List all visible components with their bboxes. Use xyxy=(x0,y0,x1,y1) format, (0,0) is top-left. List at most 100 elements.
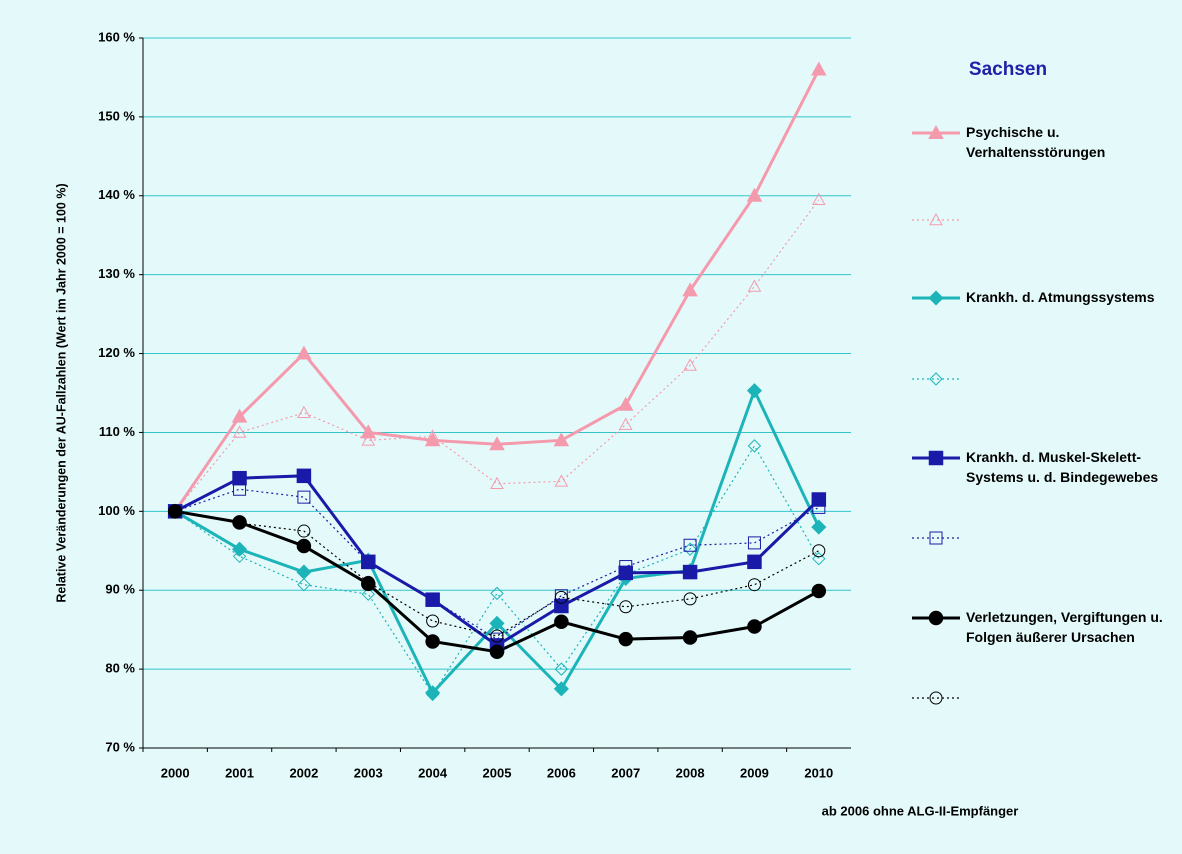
legend-marker xyxy=(928,610,944,626)
data-point xyxy=(618,631,633,647)
y-tick-label: 150 % xyxy=(98,108,135,123)
data-point xyxy=(811,519,827,535)
data-point xyxy=(553,681,569,697)
data-point xyxy=(232,549,247,564)
data-point xyxy=(231,408,248,423)
data-point xyxy=(425,687,440,702)
data-point xyxy=(811,61,827,76)
x-tick-label: 2007 xyxy=(611,765,640,780)
data-point xyxy=(747,554,762,570)
data-point xyxy=(297,577,311,592)
data-point xyxy=(747,439,762,453)
y-tick-label: 130 % xyxy=(98,266,135,281)
series-line xyxy=(175,510,820,637)
data-point xyxy=(297,490,311,504)
data-point xyxy=(168,504,182,518)
data-point xyxy=(746,383,763,399)
y-tick-label: 120 % xyxy=(98,345,135,360)
data-point xyxy=(553,432,570,447)
data-point xyxy=(682,630,698,645)
data-point xyxy=(554,662,569,676)
data-point xyxy=(233,516,247,530)
data-point xyxy=(747,536,761,550)
data-point xyxy=(490,476,504,490)
y-tick-label: 80 % xyxy=(105,661,135,676)
data-point xyxy=(296,538,312,554)
data-point xyxy=(683,592,697,606)
y-tick-label: 160 % xyxy=(98,29,135,44)
data-point xyxy=(489,644,505,660)
x-tick-label: 2004 xyxy=(418,765,448,780)
x-tick-label: 2008 xyxy=(676,765,705,780)
legend-marker xyxy=(929,531,943,545)
data-point xyxy=(619,560,633,574)
data-point xyxy=(426,593,440,607)
data-point xyxy=(683,538,697,552)
data-point xyxy=(811,192,826,206)
data-point xyxy=(618,417,633,430)
data-point xyxy=(360,424,377,439)
data-point xyxy=(619,600,633,614)
x-tick-label: 2002 xyxy=(289,765,318,780)
legend-marker xyxy=(928,124,944,139)
data-point xyxy=(296,468,312,484)
x-tick-label: 2005 xyxy=(483,765,512,780)
x-tick-label: 2010 xyxy=(804,765,833,780)
data-point xyxy=(426,614,440,628)
series-line xyxy=(174,199,820,512)
y-tick-label: 110 % xyxy=(99,424,136,439)
data-point xyxy=(425,685,441,701)
data-point xyxy=(747,578,761,592)
data-point xyxy=(361,556,375,570)
legend-label: Psychische u. Verhaltensstörungen xyxy=(966,124,1106,160)
data-point xyxy=(554,614,569,630)
data-point xyxy=(554,590,568,604)
y-tick-label: 100 % xyxy=(98,503,135,518)
legend-entry: Krankh. d. Muskel-Skelett-Systems u. d. … xyxy=(966,449,1158,485)
data-point xyxy=(425,429,440,442)
chart-title: Sachsen xyxy=(969,59,1047,80)
legend-entry: Psychische u. Verhaltensstörungen xyxy=(966,124,1106,160)
legend-marker xyxy=(928,290,944,306)
data-point xyxy=(232,425,247,438)
legend-label: Krankh. d. Atmungssystems xyxy=(966,289,1155,305)
legend-marker xyxy=(929,212,943,226)
data-point xyxy=(361,575,375,589)
data-point xyxy=(554,474,569,487)
data-point xyxy=(747,619,762,634)
data-point xyxy=(361,433,376,446)
y-tick-label: 70 % xyxy=(105,739,135,754)
data-point xyxy=(811,492,827,507)
data-point xyxy=(682,564,698,580)
data-point xyxy=(812,500,826,514)
data-point xyxy=(490,586,504,601)
data-point xyxy=(490,629,504,643)
y-tick-label: 140 % xyxy=(98,187,135,202)
data-point xyxy=(424,432,441,447)
data-point xyxy=(233,482,247,496)
data-point xyxy=(811,583,827,599)
series-line xyxy=(174,444,820,696)
legend-marker xyxy=(929,372,943,386)
series-line xyxy=(174,488,820,640)
legend-marker xyxy=(929,691,943,705)
data-point xyxy=(232,470,247,486)
data-point xyxy=(297,405,311,419)
data-point xyxy=(361,587,375,601)
legend-label: Verletzungen, Vergiftungen u. Folgen äuß… xyxy=(966,609,1163,645)
data-point xyxy=(617,396,634,411)
data-point xyxy=(812,544,826,558)
x-tick-label: 2006 xyxy=(547,765,576,780)
x-tick-label: 2001 xyxy=(225,765,254,780)
data-point xyxy=(746,187,763,202)
legend-entry: Verletzungen, Vergiftungen u. Folgen äuß… xyxy=(966,609,1163,645)
data-point xyxy=(489,436,505,451)
data-point xyxy=(812,551,826,566)
data-point xyxy=(296,345,312,360)
data-point xyxy=(425,634,440,649)
x-tick-label: 2009 xyxy=(740,765,769,780)
x-tick-label: 2000 xyxy=(161,765,190,780)
x-tick-label: 2003 xyxy=(354,765,383,780)
